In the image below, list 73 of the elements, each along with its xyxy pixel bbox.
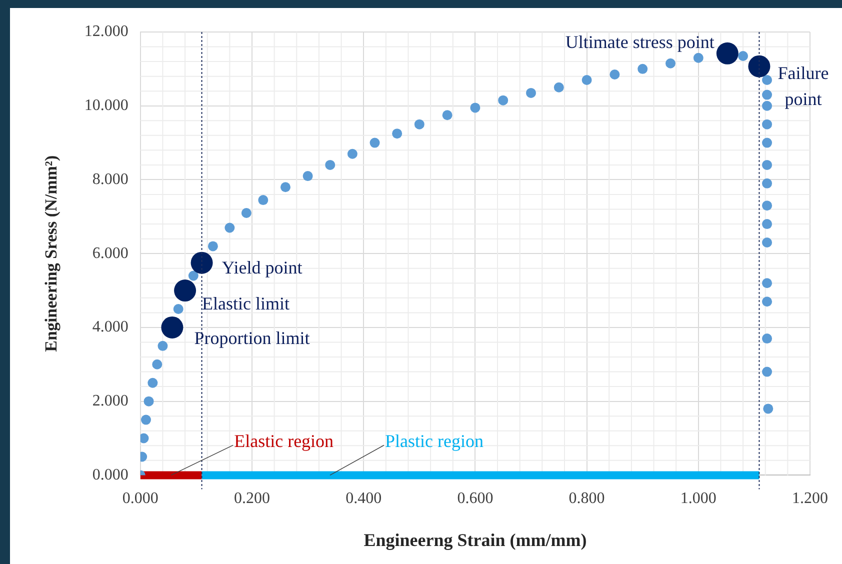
- point: [762, 278, 772, 288]
- point: [208, 241, 218, 252]
- point: [148, 378, 158, 388]
- point: [638, 64, 648, 74]
- y-tick-label: 4.000: [92, 318, 128, 336]
- x-tick-label: 0.400: [346, 490, 382, 508]
- y-tick-label: 10.000: [84, 97, 128, 114]
- y-axis-title: Engineering Sress (N/mm²): [42, 155, 61, 352]
- point: [762, 334, 772, 344]
- point: [174, 280, 196, 302]
- x-axis-title: Engineerng Strain (mm/mm): [364, 530, 587, 550]
- point: [241, 208, 252, 218]
- point: [762, 200, 772, 211]
- y-tick-label: 0.000: [92, 466, 128, 484]
- series-label: Plastic region: [384, 430, 484, 451]
- point: [188, 270, 198, 281]
- point: [748, 55, 770, 78]
- point: [224, 222, 235, 233]
- x-tick-label: 0.200: [234, 490, 270, 508]
- point: [442, 110, 452, 120]
- point: [762, 138, 772, 148]
- point: [666, 58, 676, 68]
- annotation: Proportion limit: [194, 328, 310, 348]
- x-tick-label: 0.600: [457, 490, 494, 508]
- x-tick-label: 1.000: [680, 490, 716, 508]
- point: [140, 433, 149, 444]
- point: [470, 102, 480, 113]
- annotation: Failure point: [778, 63, 829, 110]
- point: [414, 119, 424, 130]
- point: [161, 316, 184, 338]
- text: Elastic region: [234, 430, 334, 451]
- point: [258, 195, 268, 206]
- annotation: Ultimate stress point: [565, 32, 714, 52]
- point: [347, 148, 358, 159]
- point: [763, 404, 774, 414]
- point: [738, 51, 748, 62]
- point: [762, 238, 772, 248]
- point: [152, 359, 162, 370]
- point: [370, 138, 380, 148]
- point: [762, 75, 772, 86]
- point: [554, 82, 564, 92]
- point: [716, 42, 738, 64]
- point: [762, 219, 772, 230]
- point: [582, 75, 592, 86]
- point: [302, 171, 313, 182]
- point: [610, 69, 620, 80]
- y-tick-label: 8.000: [92, 170, 128, 188]
- point: [762, 90, 772, 100]
- point: [392, 128, 402, 139]
- point: [280, 182, 290, 192]
- point: [140, 414, 151, 425]
- point: [498, 95, 508, 106]
- y-tick-label: 6.000: [92, 244, 128, 262]
- point: [762, 119, 772, 130]
- point: [190, 252, 213, 274]
- point: [526, 88, 536, 98]
- point: [762, 296, 772, 307]
- point: [144, 396, 154, 406]
- point: [762, 100, 772, 111]
- point: [158, 340, 168, 351]
- x-tick-label: 0.800: [568, 490, 605, 508]
- point: [173, 304, 184, 314]
- y-tick-label: 2.000: [92, 392, 128, 410]
- y-tick-label: 12.000: [84, 23, 128, 40]
- point: [762, 160, 772, 170]
- annotation: Elastic limit: [202, 293, 290, 314]
- point: [762, 178, 772, 188]
- point: [693, 52, 704, 63]
- x-tick-label: 1.200: [792, 490, 828, 508]
- x-tick-label: 0.000: [122, 490, 158, 508]
- point: [762, 366, 772, 377]
- annotation: Yield point: [222, 258, 302, 278]
- point: [325, 160, 336, 170]
